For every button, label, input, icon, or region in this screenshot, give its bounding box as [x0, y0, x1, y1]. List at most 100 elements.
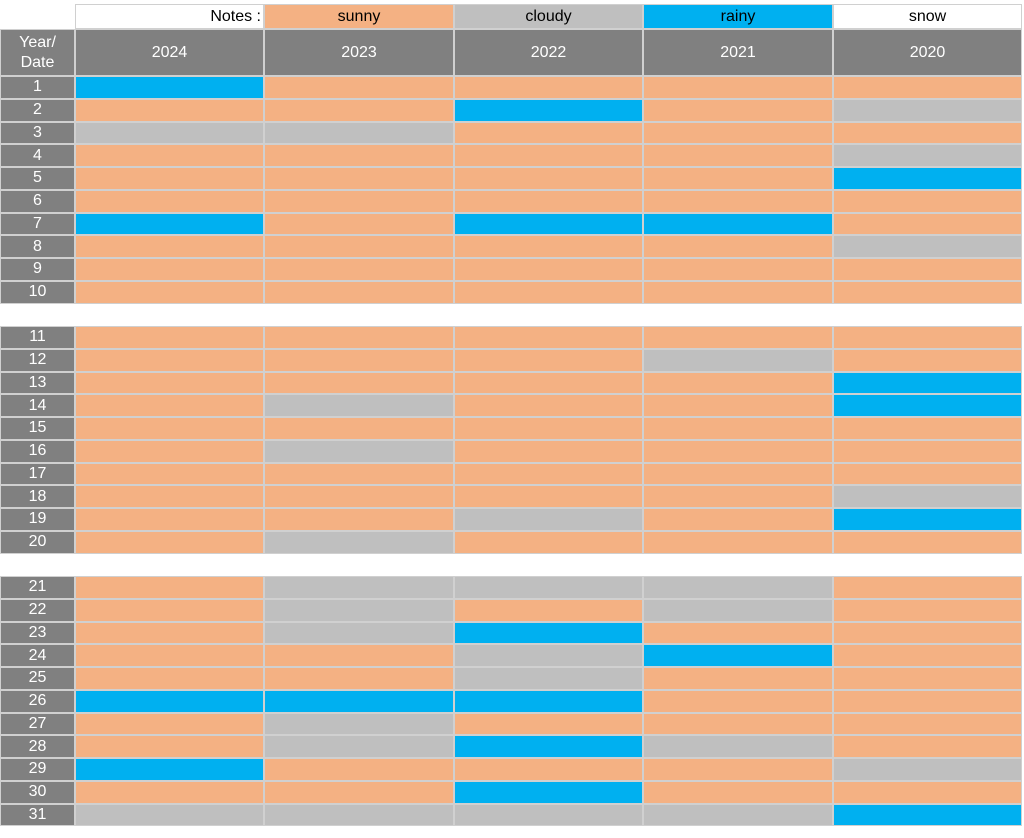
weather-cell: [833, 417, 1022, 440]
weather-cell: [643, 598, 833, 622]
date-cell: 21: [0, 576, 75, 599]
legend-item: rainy: [643, 4, 833, 29]
legend-item: cloudy: [454, 4, 643, 29]
weather-cell: [833, 735, 1022, 758]
weather-cell: [264, 712, 454, 736]
date-cell: 16: [0, 439, 75, 463]
weather-cell: [75, 280, 264, 304]
weather-cell: [643, 689, 833, 713]
weather-cell: [833, 394, 1022, 417]
weather-cell: [75, 530, 264, 554]
weather-cell: [454, 144, 643, 167]
weather-cell: [454, 508, 643, 531]
weather-cell: [643, 121, 833, 145]
weather-cell: [643, 167, 833, 190]
year-header: 2023: [264, 29, 454, 76]
legend-item: sunny: [264, 4, 454, 29]
date-cell: 20: [0, 530, 75, 554]
weather-cell: [454, 712, 643, 736]
date-cell: 3: [0, 121, 75, 145]
weather-cell: [75, 485, 264, 508]
date-cell: 18: [0, 485, 75, 508]
weather-cell: [833, 121, 1022, 145]
weather-cell: [833, 348, 1022, 372]
weather-cell: [75, 598, 264, 622]
weather-cell: [833, 644, 1022, 667]
weather-cell: [643, 258, 833, 281]
weather-cell: [833, 712, 1022, 736]
weather-cell: [833, 212, 1022, 236]
weather-cell: [75, 758, 264, 781]
weather-cell: [454, 189, 643, 213]
weather-cell: [454, 735, 643, 758]
weather-cell: [833, 280, 1022, 304]
date-cell: 25: [0, 667, 75, 690]
weather-cell: [643, 439, 833, 463]
weather-cell: [75, 212, 264, 236]
date-cell: 27: [0, 712, 75, 736]
weather-cell: [833, 508, 1022, 531]
date-cell: 15: [0, 417, 75, 440]
weather-cell: [264, 667, 454, 690]
weather-cell: [75, 712, 264, 736]
weather-cell: [833, 235, 1022, 258]
date-cell: 26: [0, 689, 75, 713]
date-cell: 1: [0, 76, 75, 99]
weather-cell: [264, 280, 454, 304]
year-header: 2021: [643, 29, 833, 76]
weather-cell: [264, 167, 454, 190]
weather-cell: [643, 644, 833, 667]
date-cell: 17: [0, 462, 75, 486]
weather-cell: [264, 235, 454, 258]
weather-cell: [264, 530, 454, 554]
weather-cell: [454, 326, 643, 349]
weather-cell: [75, 371, 264, 395]
weather-cell: [833, 98, 1022, 122]
date-cell: 5: [0, 167, 75, 190]
weather-cell: [264, 417, 454, 440]
weather-cell: [643, 76, 833, 99]
weather-cell: [264, 758, 454, 781]
weather-cell: [75, 803, 264, 827]
weather-cell: [833, 667, 1022, 690]
weather-cell: [833, 371, 1022, 395]
weather-cell: [643, 803, 833, 827]
weather-cell: [264, 780, 454, 804]
date-cell: 9: [0, 258, 75, 281]
weather-cell: [454, 530, 643, 554]
weather-cell: [643, 348, 833, 372]
date-cell: 10: [0, 280, 75, 304]
weather-cell: [833, 258, 1022, 281]
weather-cell: [643, 280, 833, 304]
weather-cell: [75, 417, 264, 440]
date-cell: 8: [0, 235, 75, 258]
date-cell: 23: [0, 621, 75, 645]
weather-cell: [454, 121, 643, 145]
date-cell: 6: [0, 189, 75, 213]
weather-cell: [833, 76, 1022, 99]
weather-cell: [75, 189, 264, 213]
weather-cell: [643, 371, 833, 395]
weather-cell: [75, 121, 264, 145]
weather-cell: [264, 439, 454, 463]
weather-cell: [75, 98, 264, 122]
weather-cell: [264, 462, 454, 486]
weather-cell: [264, 598, 454, 622]
weather-cell: [454, 667, 643, 690]
weather-cell: [454, 258, 643, 281]
weather-cell: [75, 348, 264, 372]
weather-cell: [75, 258, 264, 281]
weather-cell: [643, 394, 833, 417]
weather-cell: [454, 462, 643, 486]
weather-cell: [264, 576, 454, 599]
weather-cell: [264, 326, 454, 349]
weather-cell: [454, 621, 643, 645]
weather-cell: [454, 758, 643, 781]
weather-cell: [454, 212, 643, 236]
weather-cell: [264, 189, 454, 213]
weather-cell: [833, 758, 1022, 781]
weather-cell: [454, 576, 643, 599]
weather-cell: [454, 803, 643, 827]
date-cell: 11: [0, 326, 75, 349]
weather-cell: [454, 689, 643, 713]
